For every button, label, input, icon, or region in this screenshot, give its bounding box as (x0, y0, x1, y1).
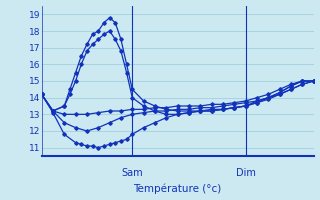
Text: Sam: Sam (122, 168, 143, 178)
Text: Dim: Dim (236, 168, 256, 178)
Text: Température (°c): Température (°c) (133, 183, 222, 194)
